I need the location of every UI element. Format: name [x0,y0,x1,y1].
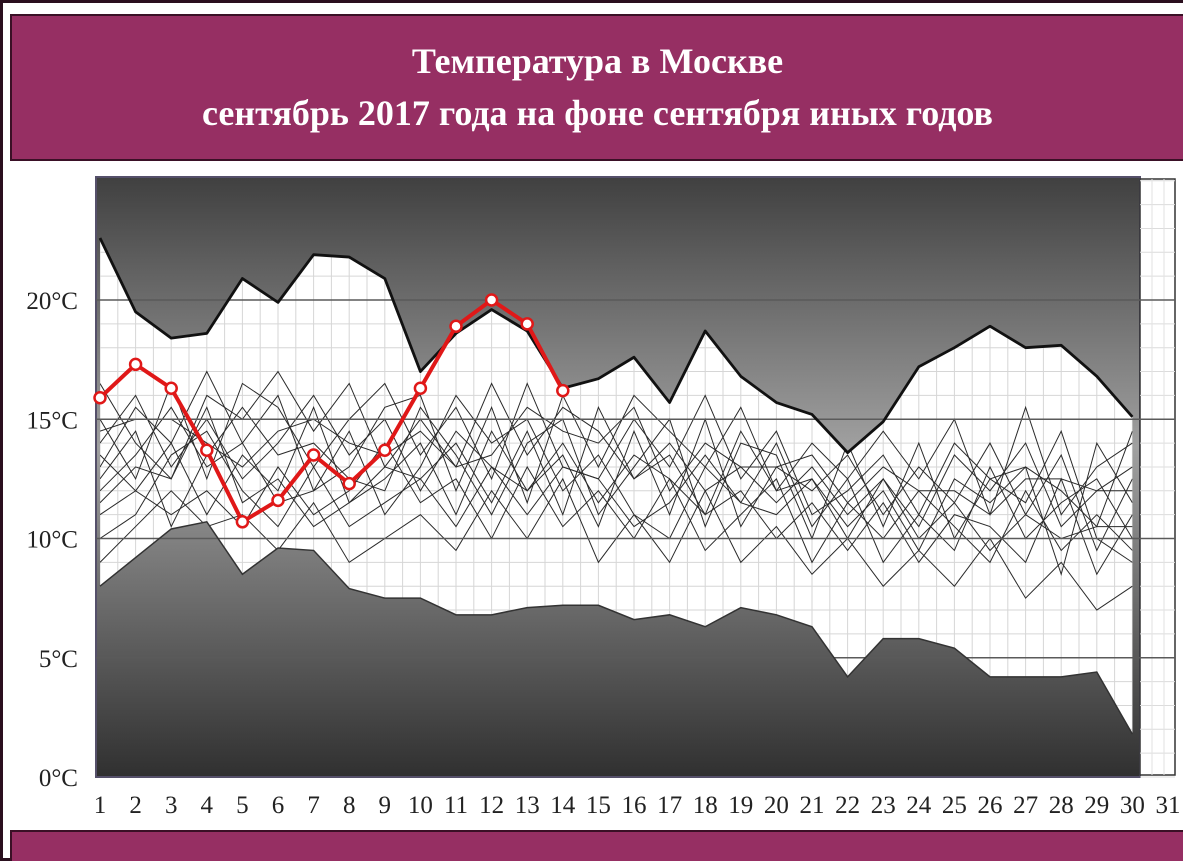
x-tick-label: 26 [978,792,1003,819]
series-point-2017 [164,381,178,395]
x-tick-label: 5 [236,792,249,819]
x-tick-label: 6 [272,792,285,819]
x-tick-label: 23 [871,792,896,819]
x-tick-label: 13 [515,792,540,819]
x-tick-label: 19 [728,792,753,819]
x-tick-label: 17 [657,792,682,819]
right-strip [1139,178,1176,776]
background-series-line [100,394,1133,564]
y-tick-label: 15°C [26,407,78,434]
y-axis-ticks: 0°C 5°C 10°C 15°C 20°C [26,288,78,792]
x-tick-label: 20 [764,792,789,819]
x-tick-label: 25 [942,792,967,819]
chart-title: Температура в Москве [411,41,784,81]
series-point-2017 [342,476,356,491]
series-point-2017 [93,391,107,405]
x-tick-label: 9 [379,792,392,819]
background-series-group [100,370,1133,611]
envelope-min-line [99,520,1134,735]
y-tick-label: 10°C [26,527,78,554]
series-line-2017 [98,298,565,524]
series-point-2017 [128,357,143,372]
series-point-2017 [200,443,214,458]
x-tick-label: 27 [1013,792,1038,819]
x-tick-label: 29 [1084,792,1109,819]
x-tick-label: 10 [408,792,433,819]
chart-subtitle: сентябрь 2017 года на фоне сентября иных… [202,93,993,133]
x-tick-label: 16 [622,792,647,819]
x-tick-label: 7 [307,792,320,819]
series-point-2017 [449,319,463,333]
plot-area [93,176,1176,778]
x-tick-label: 30 [1120,792,1145,819]
x-tick-label: 28 [1049,792,1074,819]
background-series-line [100,406,1133,516]
background-series-line [100,406,1133,577]
y-tick-label: 0°C [39,765,78,792]
x-tick-label: 12 [479,792,504,819]
y-tick-label: 20°C [26,288,78,315]
series-point-2017 [520,317,534,331]
series-point-2017 [235,515,250,529]
x-tick-label: 15 [586,792,611,819]
x-tick-label: 3 [165,792,178,819]
series-point-2017 [306,448,321,462]
temperature-chart: 0°C5°C10°C15°C20°C 1 2 3 4 5 6 7 8 9 10 11 12 13 14 15… [26,176,1181,819]
background-series-line [100,442,1133,564]
x-tick-label: 21 [800,792,825,819]
background-series-line [100,406,1133,576]
x-tick-label: 4 [201,792,214,819]
series-point-2017 [556,383,570,398]
x-tick-label: 14 [550,792,576,819]
x-tick-label: 24 [906,792,932,819]
x-tick-label: 2 [129,792,142,819]
x-tick-label: 31 [1156,792,1181,819]
series-point-2017 [378,443,392,458]
series-point-2017 [271,493,285,508]
y-tick-label: 5°C [39,646,78,673]
chart-header: Температура в Москве сентябрь 2017 года … [10,14,1183,161]
background-series-line [100,370,1133,528]
x-tick-label: 18 [693,792,718,819]
footer-bar [10,830,1183,861]
background-series-line [100,406,1133,552]
x-tick-label: 8 [343,792,356,819]
background-series-line [100,405,1133,552]
x-tick-label: 11 [444,792,468,819]
series-point-2017 [484,293,499,307]
x-tick-label: 22 [835,792,860,819]
envelope-max-line [98,237,1134,455]
x-axis-ticks: 1 2 3 4 5 6 7 8 9 10 11 12 13 14 15 16 17 18 19 20 21 22 23 24 2… [94,792,1181,819]
series-point-2017 [413,381,428,395]
background-series-line [100,370,1133,517]
x-tick-label: 1 [94,792,107,819]
